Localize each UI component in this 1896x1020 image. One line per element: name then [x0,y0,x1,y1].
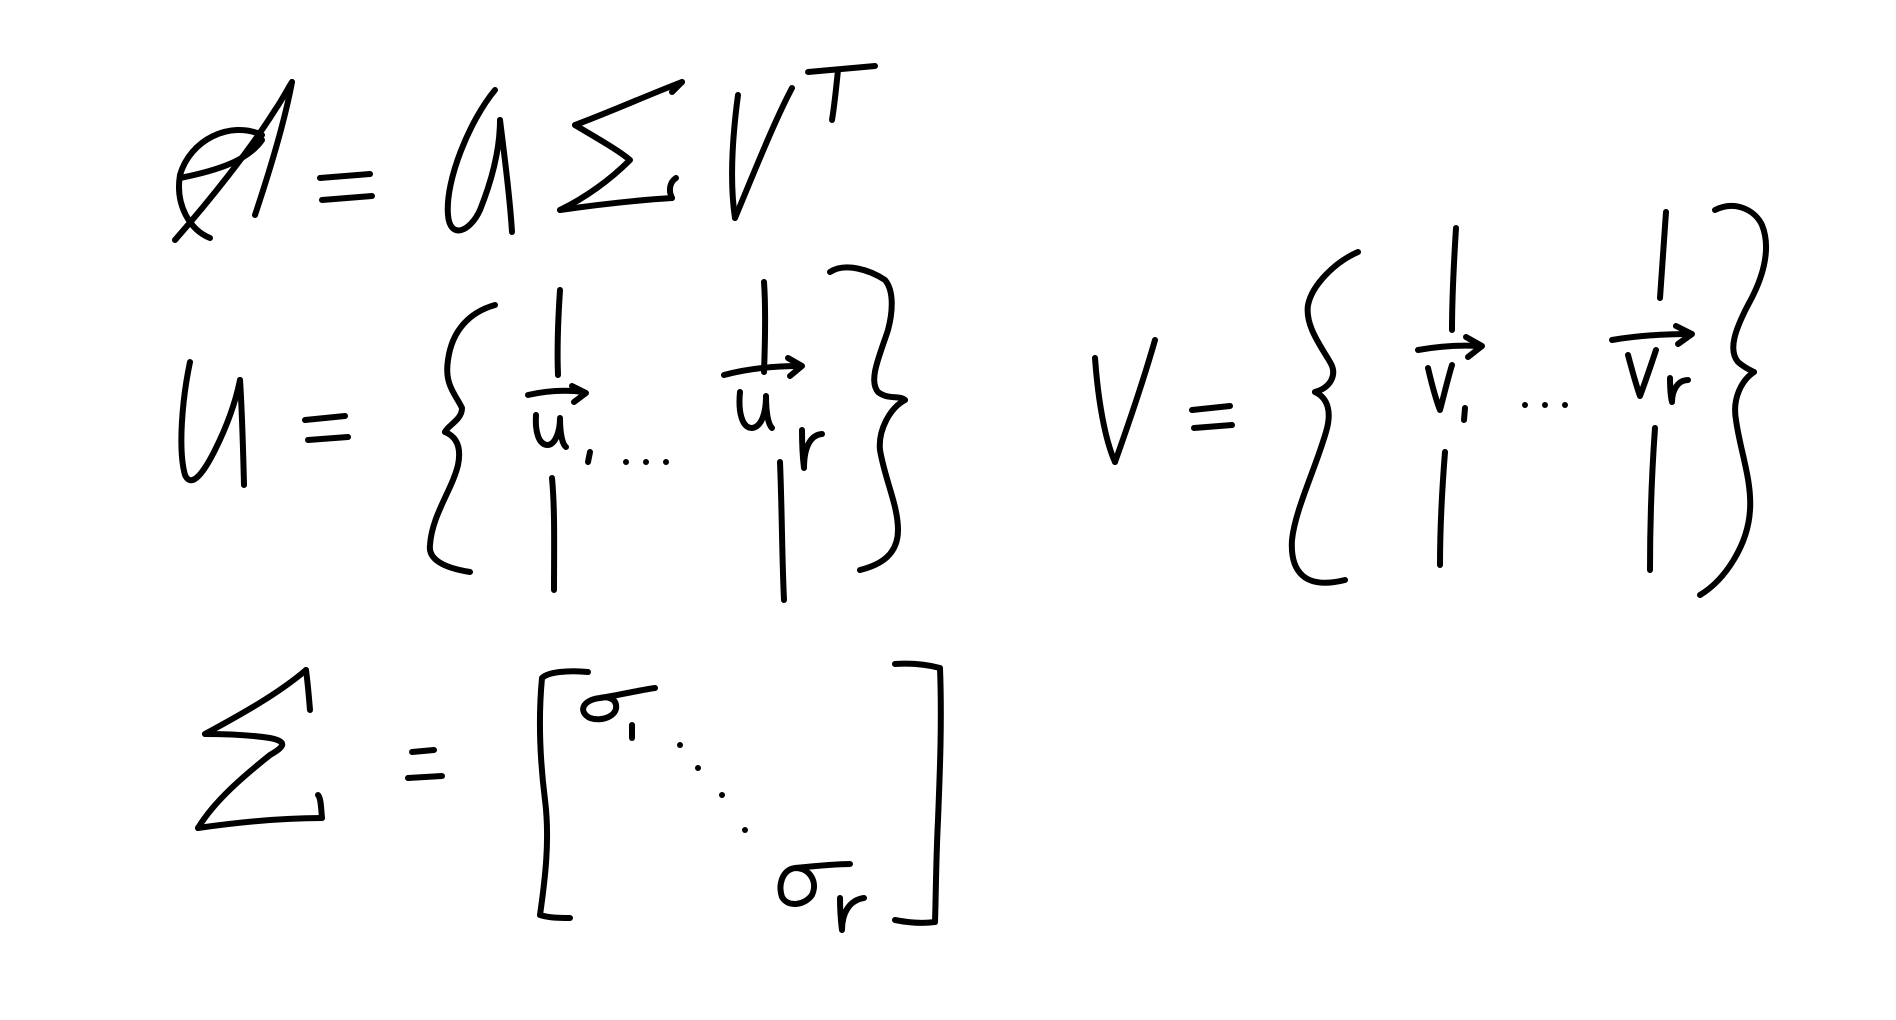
vector-ur [721,279,825,603]
equals-sign-4 [405,747,445,781]
arrow-shaft-v1 [1415,342,1483,353]
subscript-1-v [1461,405,1468,423]
arrow-head-u1 [569,383,589,405]
column-bar-bottom-u1 [549,475,558,593]
arrow-head-ur [785,355,805,379]
left-brace-u [426,302,498,575]
ellipsis-u [623,459,669,465]
svd-equation [172,63,878,243]
arrow-shaft-vr [1609,331,1693,343]
right-bracket-sigma [892,660,944,926]
arrow-shaft-u1 [525,387,587,398]
letter-u1 [532,412,569,450]
column-bar-top-vr [1657,209,1669,301]
symbol-Sigma-svd [557,79,685,213]
letter-vr [1625,347,1659,399]
letter-v1 [1425,362,1455,413]
right-brace-v [1697,203,1770,598]
column-bar-bottom-v1 [1437,449,1448,568]
equals-sign-3 [1189,403,1235,431]
column-bar-top-v1 [1449,225,1459,333]
column-bar-bottom-vr [1647,425,1658,573]
subscript-r-v [1667,375,1691,405]
symbol-V-svd [729,85,795,221]
equals-sign-1 [317,171,375,203]
symbol-A [172,79,295,243]
v-definition [1092,203,1770,598]
sigma-r-entry [777,861,867,933]
arrow-shaft-ur [721,363,803,378]
sigma-definition [195,660,944,933]
subscript-r-u [799,427,825,471]
left-bracket-sigma [536,668,591,921]
equals-sign-2 [302,413,351,443]
left-brace-v [1288,249,1361,586]
column-bar-top-ur [761,279,769,375]
symbol-U-def [178,359,247,488]
arrow-head-v1 [1463,334,1485,360]
subscript-r-sigma [837,895,867,933]
superscript-T [805,63,878,123]
ellipsis-v [1522,402,1568,408]
sigma-1-entry [580,685,658,741]
symbol-Sigma-def [195,667,325,831]
arrow-head-vr [1673,323,1695,347]
diagonal-dots [677,742,748,833]
right-brace-u [827,264,908,573]
vector-vr [1609,209,1695,573]
letter-ur [736,389,775,431]
column-bar-bottom-ur [777,459,787,603]
vector-v1 [1415,225,1485,568]
vector-u1 [525,287,593,593]
symbol-V-def [1092,337,1158,465]
column-bar-top-u1 [554,287,563,378]
subscript-1-u [585,449,593,465]
u-definition [178,264,908,603]
symbol-U-svd [444,87,515,235]
